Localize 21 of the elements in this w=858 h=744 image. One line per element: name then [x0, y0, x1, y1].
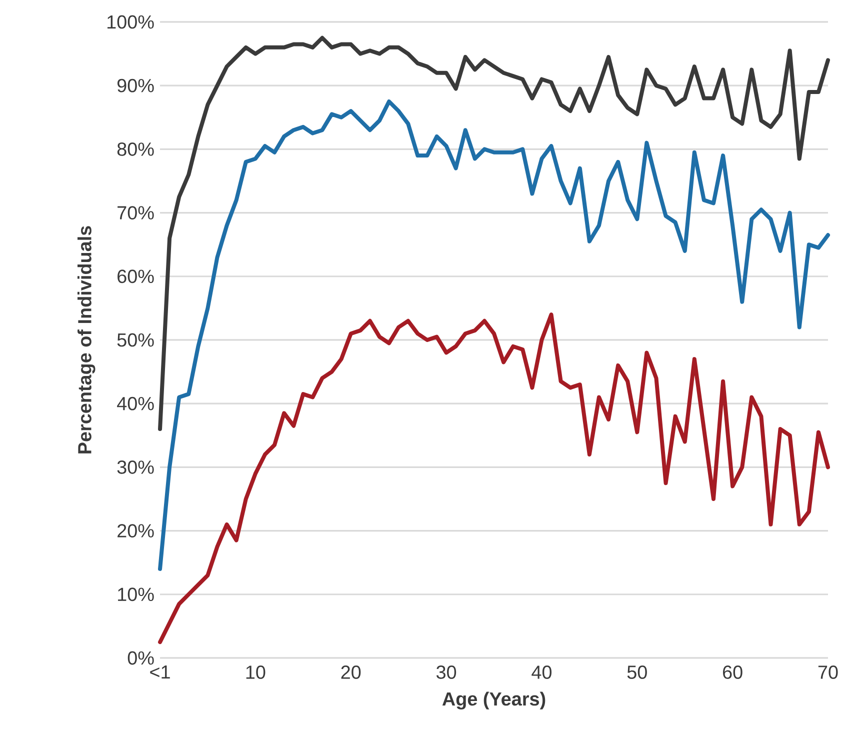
x-tick-label: 10 [246, 666, 266, 679]
x-tick-label: 20 [341, 666, 361, 679]
x-tick-label: 70 [818, 666, 838, 679]
y-tick-label: 60% [118, 270, 154, 284]
y-tick-label: 40% [117, 396, 154, 410]
x-axis-title: Age (Years) [442, 692, 546, 710]
x-tick-label: <1 [150, 666, 170, 679]
y-tick-label: 80% [117, 142, 154, 156]
y-axis-title: Percentage of Individuals [78, 226, 96, 454]
y-tick-label: 50% [117, 333, 154, 347]
x-tick-label: 30 [436, 666, 456, 679]
y-tick-label: 70% [118, 206, 154, 220]
x-tick-label: 40 [532, 666, 552, 679]
y-tick-label: 100% [108, 15, 154, 29]
y-tick-label: 10% [118, 588, 154, 602]
x-tick-label: 50 [627, 666, 647, 679]
y-tick-label: 20% [118, 524, 154, 538]
y-tick-label: 0% [128, 651, 154, 665]
x-tick-label: 60 [723, 666, 742, 679]
y-tick-label: 90% [117, 78, 154, 92]
y-tick-label: 30% [117, 460, 154, 474]
